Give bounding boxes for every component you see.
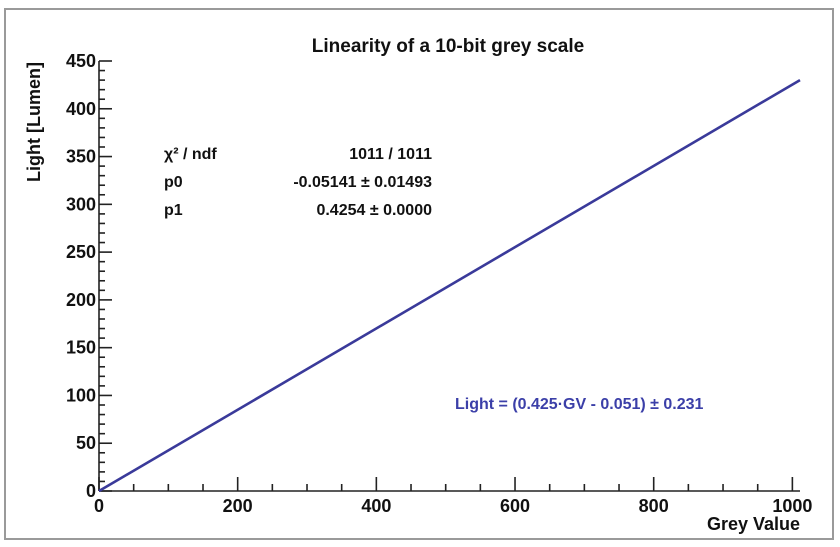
y-axis-label: Light [Lumen]: [24, 62, 44, 182]
x-tick-label: 800: [639, 496, 669, 516]
series: [98, 78, 801, 493]
stats-value-p0: -0.05141 ± 0.01493: [293, 174, 432, 191]
y-tick-label: 300: [66, 194, 96, 214]
stats-label-p1: p1: [164, 202, 183, 219]
x-tick-label: 0: [94, 496, 104, 516]
y-tick-label: 450: [66, 51, 96, 71]
fit-annotation: Light = (0.425·GV - 0.051) ± 0.231: [455, 396, 704, 413]
stats-value-chi2: 1011 / 1011: [349, 146, 432, 163]
y-tick-label: 150: [66, 338, 96, 358]
stats-label-chi2: χ² / ndf: [164, 146, 217, 163]
y-tick-label: 200: [66, 290, 96, 310]
stats-value-p1: 0.4254 ± 0.0000: [316, 202, 432, 219]
y-tick-label: 250: [66, 242, 96, 262]
x-tick-label: 600: [500, 496, 530, 516]
x-tick-label: 200: [223, 496, 253, 516]
chart-frame: [4, 8, 834, 540]
axes: 0 200 400 600 800 1000 0 50 100 150 200 250 300 350 40…: [66, 51, 812, 516]
x-tick-label: 400: [361, 496, 391, 516]
y-tick-label: 350: [66, 147, 96, 167]
stats-box: χ² / ndf 1011 / 1011 p0 -0.05141 ± 0.014…: [164, 146, 432, 219]
y-tick-label: 100: [66, 385, 96, 405]
chart-title: Linearity of a 10-bit grey scale: [312, 36, 584, 57]
y-tick-label: 0: [86, 481, 96, 501]
x-tick-label: 1000: [772, 496, 812, 516]
fit-line: [98, 78, 801, 493]
x-axis-label: Grey Value: [707, 514, 800, 534]
y-tick-label: 400: [66, 99, 96, 119]
stats-label-p0: p0: [164, 174, 183, 191]
y-tick-label: 50: [76, 433, 96, 453]
